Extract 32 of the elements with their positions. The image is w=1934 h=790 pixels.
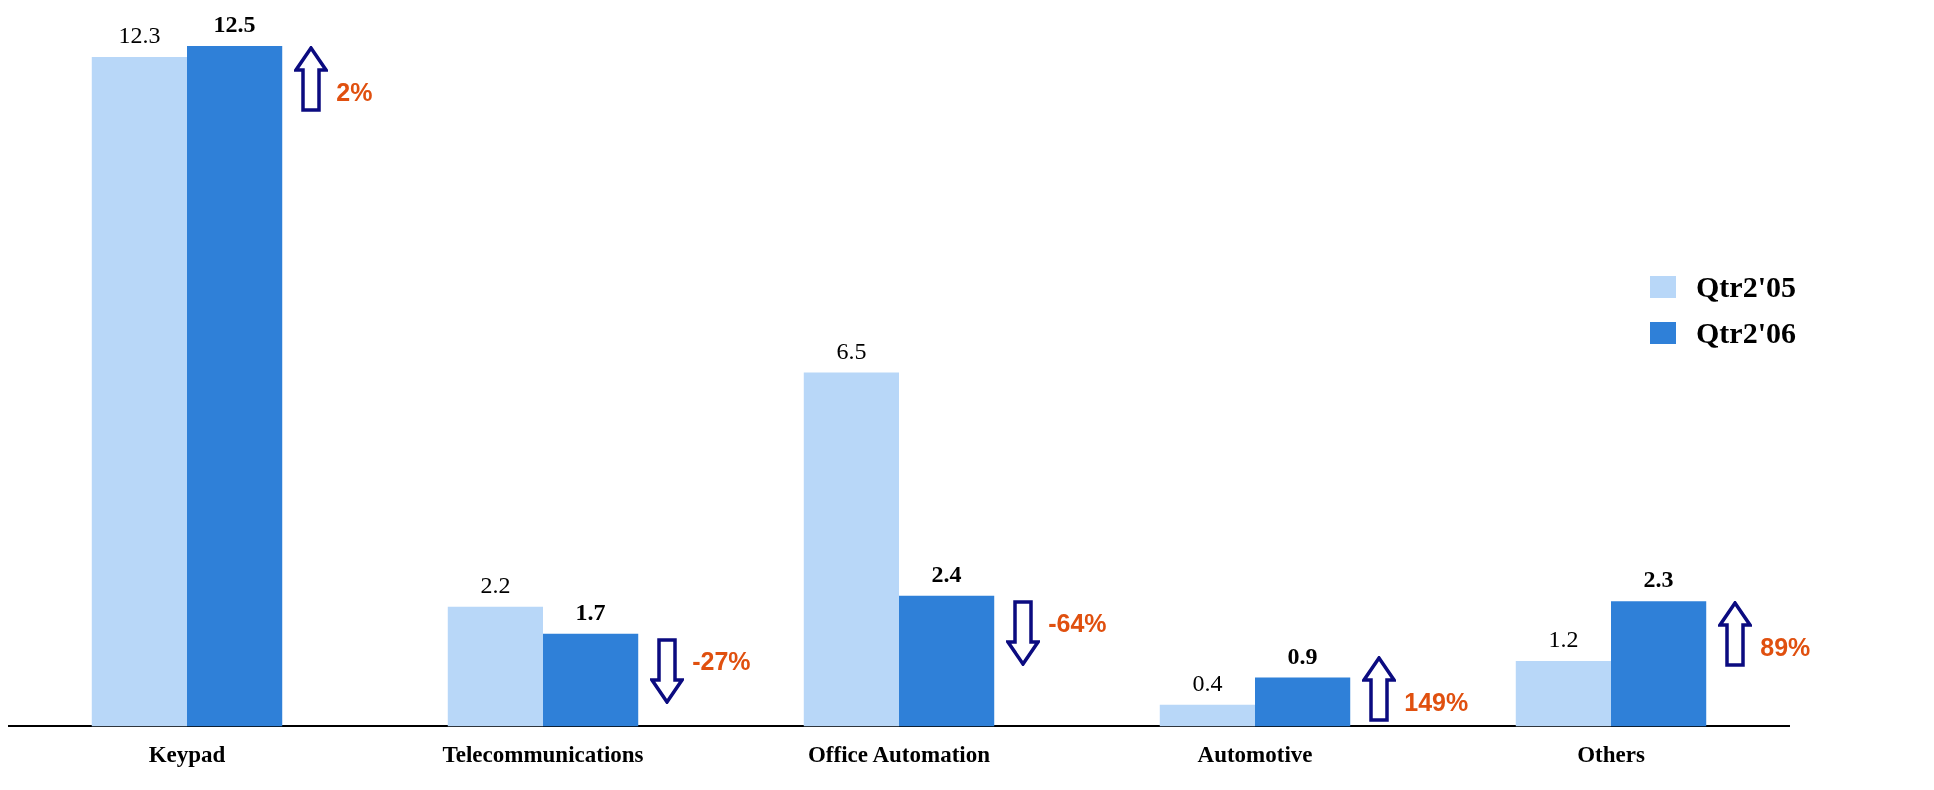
- data-label: 6.5: [836, 337, 867, 364]
- x-tick-label: Automotive: [1197, 742, 1313, 768]
- x-tick-label: Office Automation: [807, 742, 991, 768]
- x-tick-label: Keypad: [148, 742, 226, 768]
- annotation: 2%: [336, 77, 373, 106]
- data-label: 2.4: [931, 560, 962, 587]
- data-label: 2.3: [1643, 566, 1674, 593]
- x-tick-label: Telecommunications: [442, 742, 644, 768]
- data-label: 2.2: [480, 571, 511, 598]
- data-label: 12.5: [213, 11, 256, 38]
- x-tick-label: Others: [1577, 742, 1645, 768]
- legend-label: Qtr2'06: [1696, 316, 1796, 350]
- data-label: 0.4: [1192, 669, 1223, 696]
- bar: [803, 372, 899, 727]
- bar: [1159, 704, 1255, 727]
- data-label: 1.2: [1548, 626, 1579, 653]
- annotation: 89%: [1760, 633, 1811, 662]
- bar: [1255, 677, 1351, 727]
- bar: [91, 56, 187, 727]
- bar: [899, 595, 995, 727]
- bar: [543, 633, 639, 727]
- annotation: -27%: [692, 646, 751, 675]
- bar: [447, 606, 543, 727]
- data-label: 12.3: [118, 22, 161, 49]
- data-label: 0.9: [1287, 642, 1318, 669]
- bar: [187, 46, 283, 727]
- legend-label: Qtr2'05: [1696, 270, 1796, 304]
- bar: [1515, 661, 1611, 727]
- data-label: 1.7: [575, 599, 606, 626]
- annotation: 149%: [1404, 688, 1469, 717]
- bar: [1611, 601, 1707, 727]
- annotation: -64%: [1048, 608, 1107, 637]
